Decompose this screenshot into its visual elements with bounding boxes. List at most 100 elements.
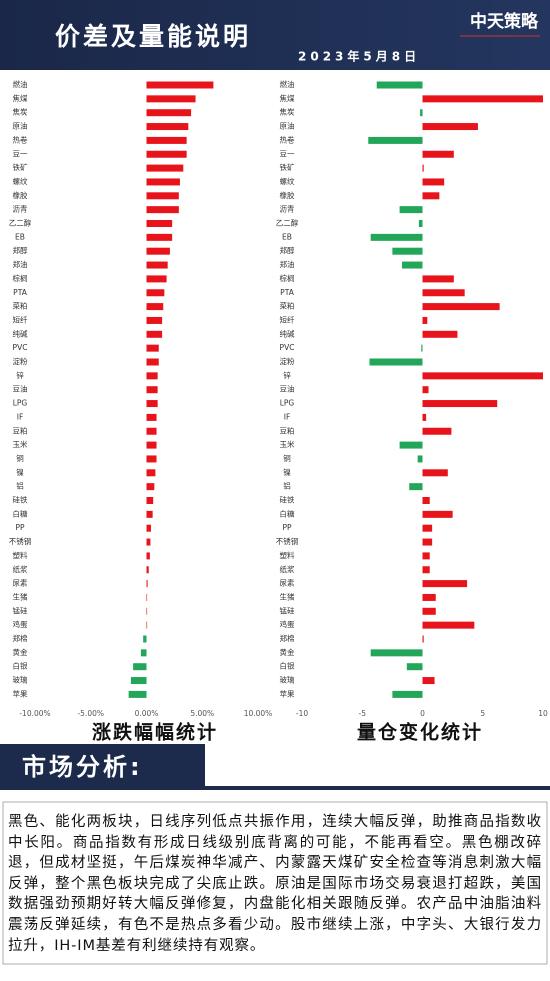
bar [146,206,179,214]
x-tick-label: 5 [480,709,485,718]
category-label: 棕榈 [13,273,28,283]
bar [422,275,454,283]
bar [146,372,158,380]
bar [409,483,423,491]
category-label: 沥青 [13,204,28,214]
category-label: 螺纹 [13,176,28,186]
x-tick-label: 0.00% [135,709,159,718]
category-label: 豆一 [280,149,295,158]
bar [146,247,170,255]
bar [146,136,187,144]
category-label: 白糖 [280,508,295,518]
category-label: PTA [13,288,28,297]
category-label: 纸浆 [13,564,28,574]
category-label: 原油 [13,121,28,131]
bar [422,289,465,297]
analysis-text: 黑色、能化两板块，日线序列低点共振作用，连续大幅反弹，助推商品指数收中长阳。商品… [8,814,542,954]
bar [370,649,423,657]
category-label: 尿素 [280,578,295,588]
category-label: EB [15,232,25,241]
category-label: 塑料 [13,550,28,560]
category-label: 豆一 [13,149,28,158]
header-date: 2023年5月8日 [298,49,420,64]
category-label: 生猪 [13,591,28,601]
bar [146,483,155,491]
bar [146,233,173,241]
category-label: 玻璃 [280,675,295,685]
bar [146,330,163,338]
category-label: 硅铁 [13,495,28,505]
category-label: 白银 [280,661,295,671]
category-label: PP [15,523,25,532]
category-label: 郑醇 [280,245,295,255]
logo: 中天策略 [470,11,539,32]
section-title: 市场分析: [22,753,143,781]
category-label: IF [284,412,291,421]
category-label: 原油 [280,121,295,131]
category-label: 菜粕 [280,301,295,311]
x-tick-label: 5.00% [190,709,214,718]
category-label: 铝 [16,481,24,491]
bar [422,400,498,408]
bar [422,316,428,324]
category-label: 豆油 [13,384,28,394]
bar [128,690,147,698]
category-label: 锰硅 [280,605,295,615]
bar [146,469,156,477]
category-label: 焦煤 [280,93,295,103]
category-label: 镍 [16,467,24,477]
category-label: 苹果 [13,688,28,698]
bar [146,220,173,227]
category-label: 硅铁 [280,495,295,505]
bar [422,510,453,518]
bar [146,538,151,546]
bar [422,150,454,158]
bar [422,164,424,172]
bar [146,316,163,324]
x-tick-label: -5 [359,709,367,718]
bar [392,247,423,255]
bar [422,607,436,615]
analysis-box [2,801,548,965]
category-label: 铁矿 [13,162,28,172]
bar [422,178,445,186]
bar [146,497,154,504]
category-label: 黄金 [280,647,295,657]
bar [130,677,147,685]
bar [146,303,164,311]
category-label: 锰硅 [13,605,28,615]
bar [420,109,423,117]
category-label: 燃油 [280,79,295,89]
category-label: 黄金 [13,647,28,657]
category-label: LPG [280,399,295,408]
bar [146,441,157,449]
category-label: 棕榈 [280,273,295,283]
x-tick-label: 10.00% [244,709,273,718]
bar [146,524,151,532]
bar [146,150,187,158]
category-label: 焦炭 [280,107,295,117]
category-label: 焦炭 [13,107,28,117]
category-label: 苹果 [280,688,295,698]
bar [422,635,424,643]
x-tick-label: -10 [296,709,308,718]
bar [146,95,196,103]
category-label: 螺纹 [280,176,295,186]
bar [422,538,433,546]
category-label: 沥青 [280,204,295,214]
category-label: 淀粉 [13,356,28,366]
category-label: 锌 [283,370,291,380]
x-tick-label: 0 [420,709,425,718]
bar [422,621,475,629]
category-label: 豆粕 [13,425,28,435]
bar [421,344,423,352]
category-label: 郑油 [13,259,28,269]
bar [146,81,214,89]
category-label: 玉米 [13,439,28,449]
bar [146,566,149,574]
category-label: 不锈钢 [276,536,299,546]
category-label: 乙二醇 [9,218,32,228]
bar [422,593,436,601]
